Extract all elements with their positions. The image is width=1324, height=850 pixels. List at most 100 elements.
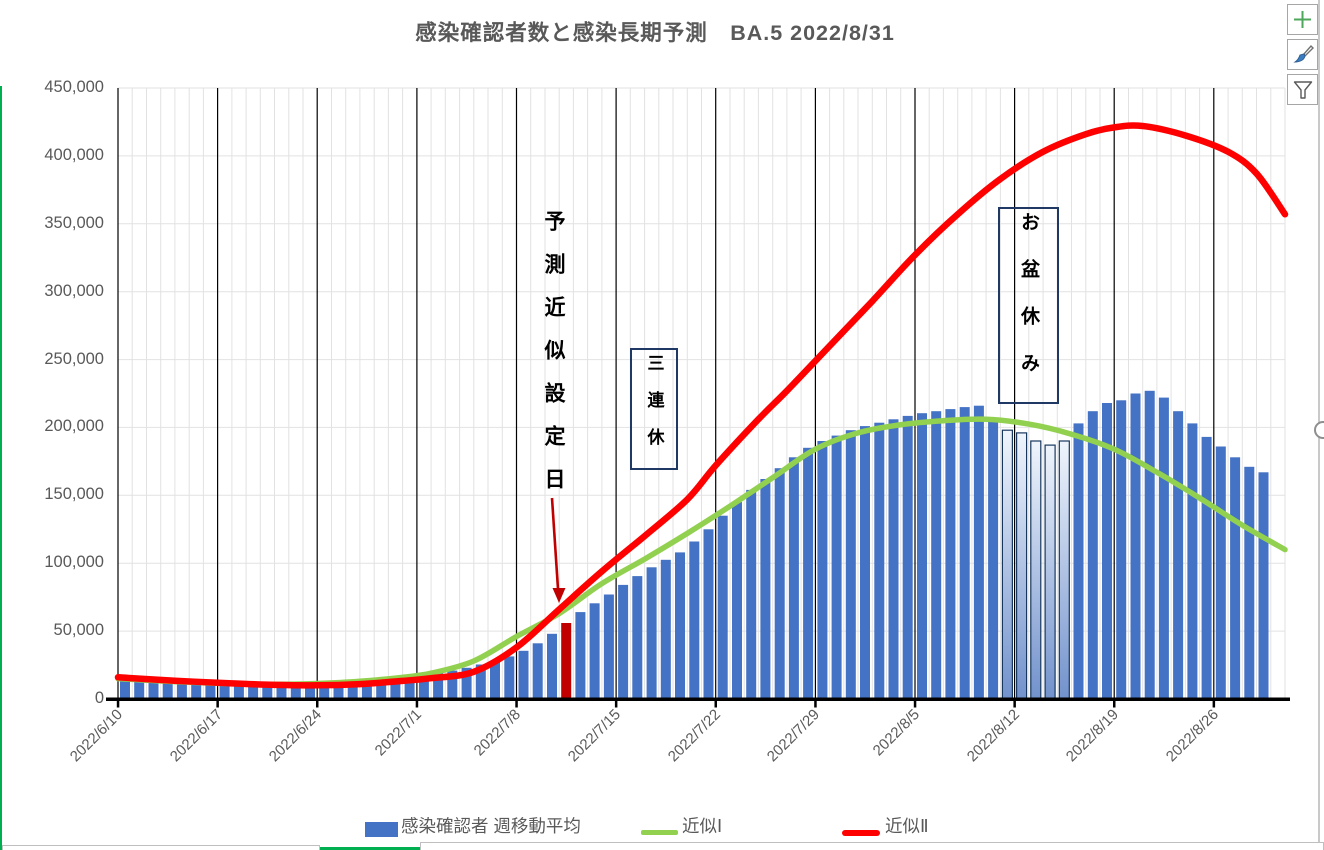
bar-8/25 xyxy=(1201,436,1212,699)
bar-6/26 xyxy=(347,682,358,699)
plus-icon xyxy=(1294,11,1311,28)
bar-8/21 xyxy=(1144,390,1155,699)
y-axis-label: 450,000 xyxy=(44,78,104,96)
bar-7/25 xyxy=(760,479,771,699)
legend-approx1-label: 近似Ⅰ xyxy=(682,816,723,836)
bar-6/19 xyxy=(248,683,259,699)
chart-title: 感染確認者数と感染長期予測 BA.5 2022/8/31 xyxy=(415,21,895,45)
y-axis-label: 250,000 xyxy=(44,350,104,368)
bar-8/15 xyxy=(1058,440,1070,700)
legend-approx1-swatch xyxy=(641,830,678,835)
bar-7/27 xyxy=(788,457,799,699)
bar-6/11 xyxy=(134,679,145,699)
bar-8/29 xyxy=(1258,472,1269,699)
bar-6/23 xyxy=(305,683,315,699)
bar-8/11 xyxy=(1001,429,1014,700)
bar-7/23 xyxy=(732,502,742,699)
legend-approx2-label: 近似Ⅱ xyxy=(885,816,929,836)
bar-6/15 xyxy=(191,682,202,699)
bar-8/28 xyxy=(1244,466,1255,699)
bar-6/16 xyxy=(205,682,216,699)
annotation-obon-holiday-text: お盆休み xyxy=(1018,211,1039,400)
bar-6/12 xyxy=(148,680,159,699)
bar-6/10 xyxy=(120,679,130,699)
y-axis-label: 400,000 xyxy=(44,146,104,164)
y-axis-label: 100,000 xyxy=(44,553,104,571)
bar-6/20 xyxy=(262,684,273,699)
bar-8/27 xyxy=(1230,457,1241,699)
daily-gridlines xyxy=(131,88,1286,699)
y-axis-label: 0 xyxy=(94,689,104,707)
y-axis-label: 350,000 xyxy=(44,214,104,232)
bar-8/6 xyxy=(931,411,942,699)
bar-7/3 xyxy=(447,670,458,699)
chart-filters-button[interactable] xyxy=(1287,74,1318,105)
y-axis-label: 200,000 xyxy=(44,417,104,435)
bar-7/9 xyxy=(532,643,543,699)
bar-8/23 xyxy=(1173,411,1184,699)
bar-8/1 xyxy=(860,426,870,699)
window-edge-left xyxy=(0,86,2,850)
bar-7/24 xyxy=(746,489,757,699)
bar-7/14 xyxy=(603,594,614,699)
bottom-panel-right[interactable] xyxy=(420,842,1324,850)
bar-6/22 xyxy=(290,683,301,699)
bar-7/26 xyxy=(774,468,785,699)
bar-7/12 xyxy=(575,612,586,699)
chart-selection-handle[interactable] xyxy=(1314,421,1324,439)
bar-7/6 xyxy=(490,660,500,699)
bar-8/12 xyxy=(1015,432,1028,700)
legend-bar-label: 感染確認者 週移動平均 xyxy=(401,816,581,836)
legend-bar-swatch xyxy=(365,822,398,837)
bar-6/14 xyxy=(176,681,187,699)
bar-6/27 xyxy=(361,681,372,699)
bar-8/10 xyxy=(988,417,999,699)
bar-8/19 xyxy=(1116,400,1127,699)
y-axis-label: 150,000 xyxy=(44,485,104,503)
annotation-prediction-set-day: 予測近似設定日 xyxy=(542,210,565,511)
brush-icon xyxy=(1292,44,1314,63)
annotation-box-obon-holiday: お盆休み xyxy=(998,207,1059,404)
bottom-panel-left xyxy=(2,845,320,850)
bar-8/2 xyxy=(874,422,885,699)
bar-8/14 xyxy=(1044,444,1056,700)
bar-7/22 xyxy=(717,515,728,699)
bar-7/13 xyxy=(589,603,600,699)
bar-8/13 xyxy=(1030,440,1042,700)
bar-8/3 xyxy=(888,419,899,699)
bar-7/11 xyxy=(561,623,572,699)
bar-8/18 xyxy=(1102,403,1112,699)
bar-7/8 xyxy=(518,650,529,699)
annotation-three-day-weekend-text: 三連休 xyxy=(644,353,664,465)
bar-6/18 xyxy=(233,683,244,699)
bar-6/30 xyxy=(404,677,415,699)
bar-7/1 xyxy=(418,675,429,699)
bar-8/4 xyxy=(902,415,913,699)
bar-6/21 xyxy=(276,684,287,699)
legend-approx2-swatch xyxy=(842,830,880,836)
approx2-curve xyxy=(114,122,1289,689)
bar-7/30 xyxy=(831,435,842,699)
bar-8/22 xyxy=(1158,397,1169,699)
bar-7/16 xyxy=(632,576,643,699)
bar-7/2 xyxy=(433,673,444,699)
bar-8/16 xyxy=(1073,423,1084,699)
bar-6/29 xyxy=(390,678,401,699)
weekly-gridlines xyxy=(117,88,1215,699)
bar-7/20 xyxy=(689,541,700,699)
bar-8/9 xyxy=(973,405,984,699)
bar-series xyxy=(120,390,1269,700)
chart-styles-button[interactable] xyxy=(1287,39,1318,70)
annotation-box-three-day-weekend: 三連休 xyxy=(630,348,678,470)
bar-8/8 xyxy=(959,407,970,699)
bar-6/25 xyxy=(333,682,344,699)
chart-elements-button[interactable] xyxy=(1287,4,1318,35)
bar-7/10 xyxy=(547,633,557,699)
bar-6/24 xyxy=(319,683,330,699)
x-axis xyxy=(106,697,1290,708)
bar-8/5 xyxy=(917,413,927,699)
bar-8/24 xyxy=(1187,423,1198,699)
y-axis-label: 300,000 xyxy=(44,282,104,300)
